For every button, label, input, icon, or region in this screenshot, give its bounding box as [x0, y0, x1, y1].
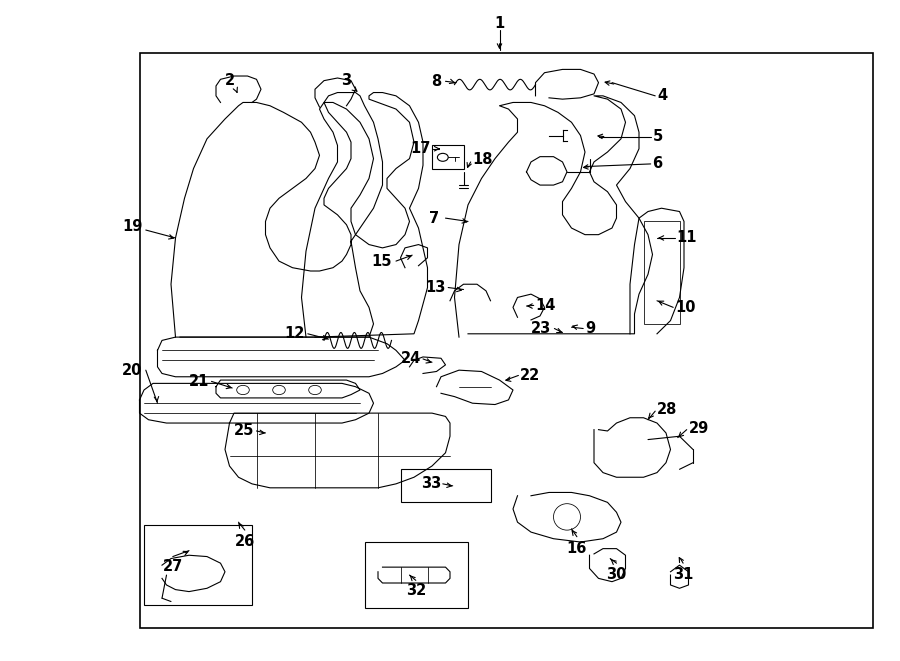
Text: 27: 27 — [163, 559, 183, 574]
Text: 1: 1 — [494, 16, 505, 30]
Text: 6: 6 — [652, 157, 662, 171]
Text: 2: 2 — [224, 73, 235, 88]
Bar — [364, 542, 468, 608]
Text: 5: 5 — [652, 130, 662, 144]
Text: 29: 29 — [688, 421, 709, 436]
Bar — [400, 469, 490, 502]
Bar — [432, 145, 464, 169]
Text: 9: 9 — [585, 321, 595, 336]
Text: 24: 24 — [401, 352, 421, 366]
Text: 15: 15 — [371, 254, 392, 268]
Text: 25: 25 — [233, 424, 254, 438]
Text: 16: 16 — [567, 541, 587, 556]
Text: 10: 10 — [675, 300, 696, 315]
Text: 12: 12 — [284, 327, 304, 341]
Text: 28: 28 — [657, 403, 678, 417]
Text: 21: 21 — [188, 374, 209, 389]
Text: 3: 3 — [341, 73, 352, 88]
Text: 11: 11 — [677, 231, 698, 245]
Text: 20: 20 — [122, 363, 142, 377]
Text: 30: 30 — [607, 567, 626, 582]
Text: 26: 26 — [235, 534, 255, 549]
Bar — [144, 525, 252, 605]
Text: 18: 18 — [472, 153, 493, 167]
Text: 22: 22 — [520, 368, 540, 383]
Text: 7: 7 — [429, 211, 439, 225]
Text: 19: 19 — [122, 219, 142, 233]
Text: 13: 13 — [425, 280, 446, 295]
Text: 8: 8 — [431, 74, 441, 89]
Text: 17: 17 — [410, 141, 431, 156]
Text: 33: 33 — [421, 477, 441, 491]
Text: 14: 14 — [536, 298, 556, 313]
Text: 4: 4 — [657, 89, 667, 103]
Text: 32: 32 — [406, 583, 426, 598]
Text: 31: 31 — [673, 567, 693, 582]
Text: 23: 23 — [530, 321, 551, 336]
